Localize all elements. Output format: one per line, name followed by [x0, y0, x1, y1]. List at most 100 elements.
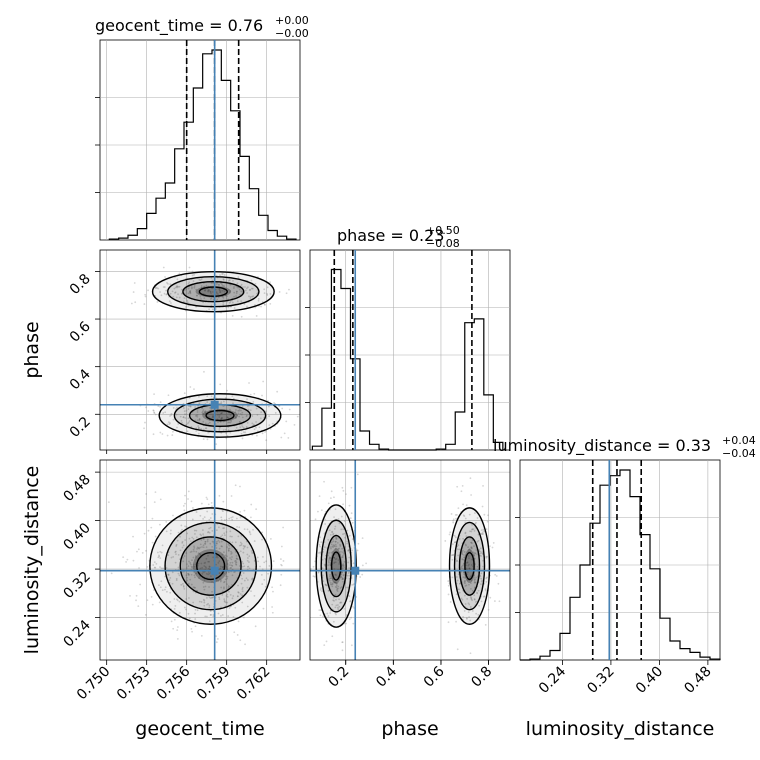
sample-point: [231, 584, 233, 586]
sample-point: [327, 615, 330, 617]
sample-point: [249, 295, 252, 298]
sample-point: [334, 540, 337, 543]
sample-point: [481, 579, 484, 582]
sample-point: [342, 528, 345, 531]
sample-point: [207, 422, 210, 425]
sample-point: [215, 556, 218, 559]
sample-point: [254, 306, 257, 309]
sample-point: [137, 548, 140, 551]
sample-point: [250, 279, 253, 282]
sample-point: [480, 600, 483, 603]
sample-point: [187, 283, 190, 285]
sample-point: [241, 565, 244, 568]
sample-point: [357, 542, 360, 545]
sample-point: [482, 565, 484, 568]
sample-point: [217, 539, 220, 542]
sample-point: [134, 301, 137, 304]
sample-point: [332, 532, 335, 535]
sample-point: [237, 584, 239, 587]
sample-point: [482, 484, 484, 487]
sample-point: [317, 571, 320, 573]
sample-point: [173, 618, 176, 621]
sample-point: [240, 283, 243, 286]
sample-point: [220, 579, 222, 582]
x-tick-label-geocent-time: 0.756: [154, 663, 194, 703]
sample-point: [331, 550, 334, 553]
sample-point: [185, 552, 188, 554]
sample-point: [473, 586, 476, 589]
sample-point: [231, 395, 234, 398]
sample-point: [320, 541, 323, 544]
sample-point: [464, 531, 467, 534]
sample-point: [328, 556, 331, 559]
sample-point: [169, 577, 172, 579]
sample-point: [477, 613, 480, 616]
sample-point: [172, 407, 175, 409]
sample-point: [204, 542, 207, 545]
sample-point: [229, 283, 232, 286]
sample-point: [229, 431, 232, 434]
sample-point: [185, 526, 188, 528]
sample-point: [334, 606, 337, 609]
sample-point: [469, 575, 472, 578]
sample-point: [186, 579, 189, 582]
sample-point: [178, 600, 181, 603]
sample-point: [230, 564, 233, 567]
sample-point: [263, 303, 266, 306]
sample-point: [447, 580, 450, 582]
sample-point: [232, 280, 234, 282]
sample-point: [256, 413, 259, 416]
sample-point: [348, 618, 351, 621]
sample-point: [319, 588, 322, 591]
sample-point: [227, 585, 230, 587]
sample-point: [202, 409, 205, 411]
sample-point: [327, 578, 330, 581]
sample-point: [343, 560, 346, 563]
sample-point: [209, 298, 212, 300]
sample-point: [334, 593, 337, 596]
sample-point: [253, 540, 256, 542]
sample-point: [226, 295, 228, 298]
scatter-panel-geocent-time-vs-phase: [99, 249, 301, 451]
sample-point: [227, 586, 230, 589]
sample-point: [269, 302, 272, 305]
sample-point: [190, 573, 193, 576]
sample-point: [246, 553, 249, 556]
sample-point: [462, 514, 465, 517]
sample-point: [345, 622, 348, 625]
sample-point: [203, 599, 206, 602]
sample-point: [200, 539, 203, 541]
panel-frame: [99, 39, 301, 241]
sample-point: [174, 551, 177, 554]
sample-point: [278, 291, 281, 293]
sample-point: [143, 427, 145, 430]
sample-point: [193, 574, 196, 577]
sample-point: [272, 590, 274, 593]
sample-point: [261, 538, 263, 541]
sample-point: [256, 292, 258, 295]
sample-point: [171, 571, 174, 574]
contour-line: [151, 270, 275, 313]
sample-point: [469, 477, 472, 480]
sample-point: [153, 412, 156, 414]
sample-point: [329, 612, 332, 614]
sample-point: [251, 579, 254, 581]
sample-point: [167, 282, 169, 285]
sample-point: [227, 547, 230, 550]
sample-point: [473, 578, 476, 581]
sample-point: [348, 595, 351, 598]
sample-point: [264, 585, 267, 588]
sample-point: [461, 553, 464, 556]
sample-point: [473, 579, 476, 582]
sample-point: [274, 412, 277, 414]
sample-point: [469, 596, 472, 598]
sample-point: [482, 533, 484, 535]
sample-point: [204, 585, 207, 588]
sample-point: [226, 389, 228, 392]
sample-point: [206, 438, 209, 441]
sample-point: [324, 518, 326, 521]
sample-point: [251, 415, 254, 417]
title-luminosity-distance-sub: −0.04: [722, 447, 756, 460]
sample-point: [151, 603, 154, 606]
sample-point: [240, 544, 242, 547]
